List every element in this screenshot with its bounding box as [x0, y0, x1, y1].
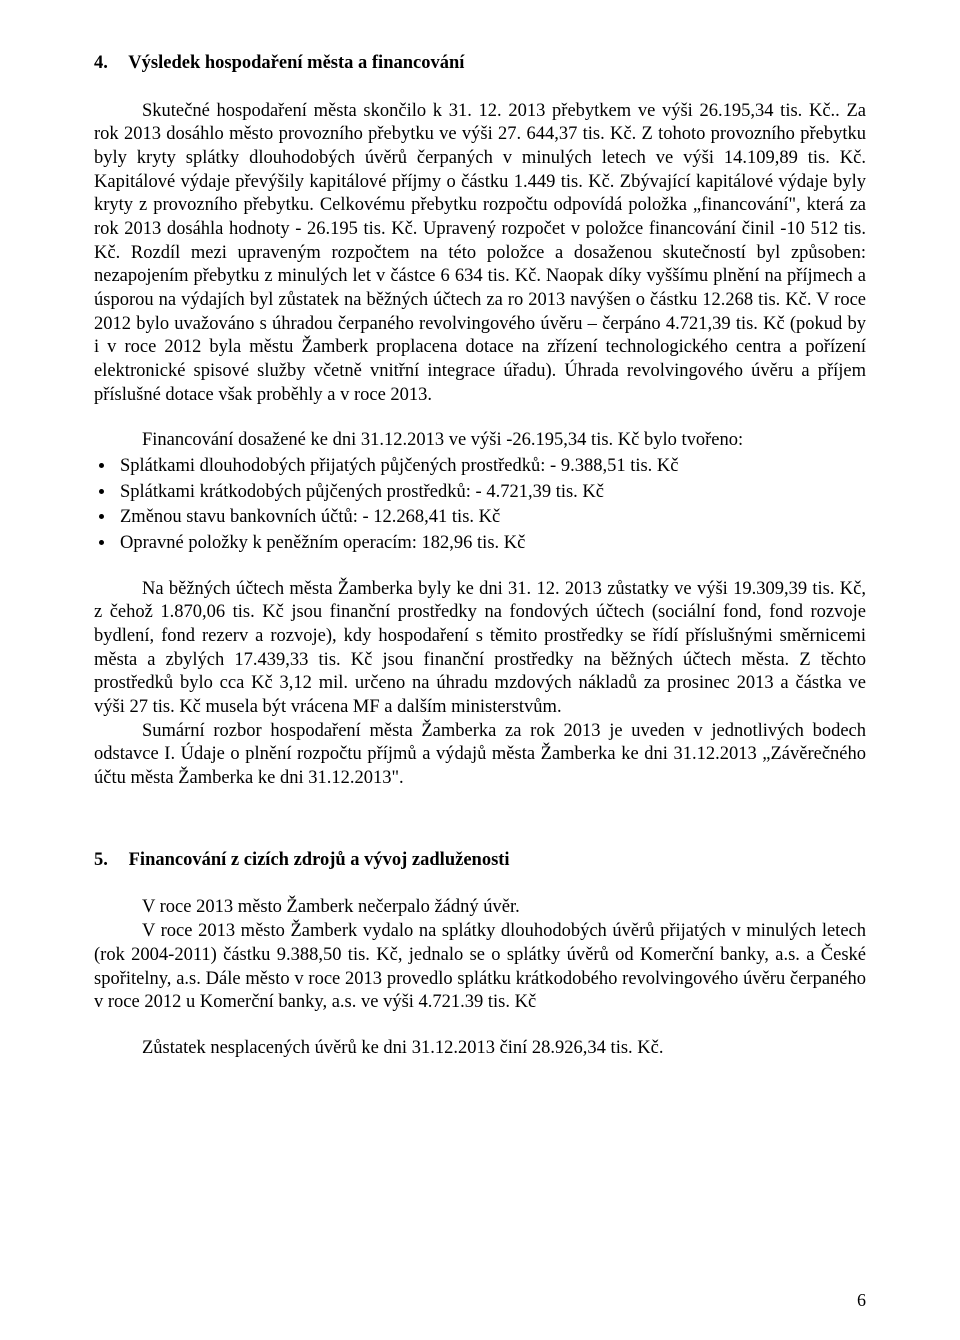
section4-paragraph-2-lead: Financování dosažené ke dni 31.12.2013 v… — [94, 429, 866, 453]
section4-bullet-list: Splátkami dlouhodobých přijatých půjčený… — [94, 455, 866, 556]
page-container: 4. Výsledek hospodaření města a financov… — [0, 0, 960, 1340]
list-item: Splátkami dlouhodobých přijatých půjčený… — [116, 455, 866, 479]
list-item: Opravné položky k peněžním operacím: 182… — [116, 532, 866, 556]
list-item: Splátkami krátkodobých půjčených prostře… — [116, 481, 866, 505]
section-gap — [94, 813, 866, 849]
section5-paragraph-2: V roce 2013 město Žamberk vydalo na splá… — [94, 920, 866, 1015]
section5-paragraph-1: V roce 2013 město Žamberk nečerpalo žádn… — [94, 896, 866, 920]
section4-title: Výsledek hospodaření města a financování — [128, 53, 464, 73]
section4-number: 4. — [94, 52, 124, 76]
page-number: 6 — [857, 1289, 866, 1312]
section4-paragraph-4: Sumární rozbor hospodaření města Žamberk… — [94, 720, 866, 791]
list-item: Změnou stavu bankovních účtů: - 12.268,4… — [116, 506, 866, 530]
section5-title: Financování z cizích zdrojů a vývoj zadl… — [129, 850, 510, 870]
section4-paragraph-1: Skutečné hospodaření města skončilo k 31… — [94, 100, 866, 408]
section5-number: 5. — [94, 849, 124, 873]
section4-heading: 4. Výsledek hospodaření města a financov… — [94, 52, 866, 76]
section5-heading: 5. Financování z cizích zdrojů a vývoj z… — [94, 849, 866, 873]
section4-paragraph-3: Na běžných účtech města Žamberka byly ke… — [94, 578, 866, 720]
section5-paragraph-3: Zůstatek nesplacených úvěrů ke dni 31.12… — [94, 1037, 866, 1061]
